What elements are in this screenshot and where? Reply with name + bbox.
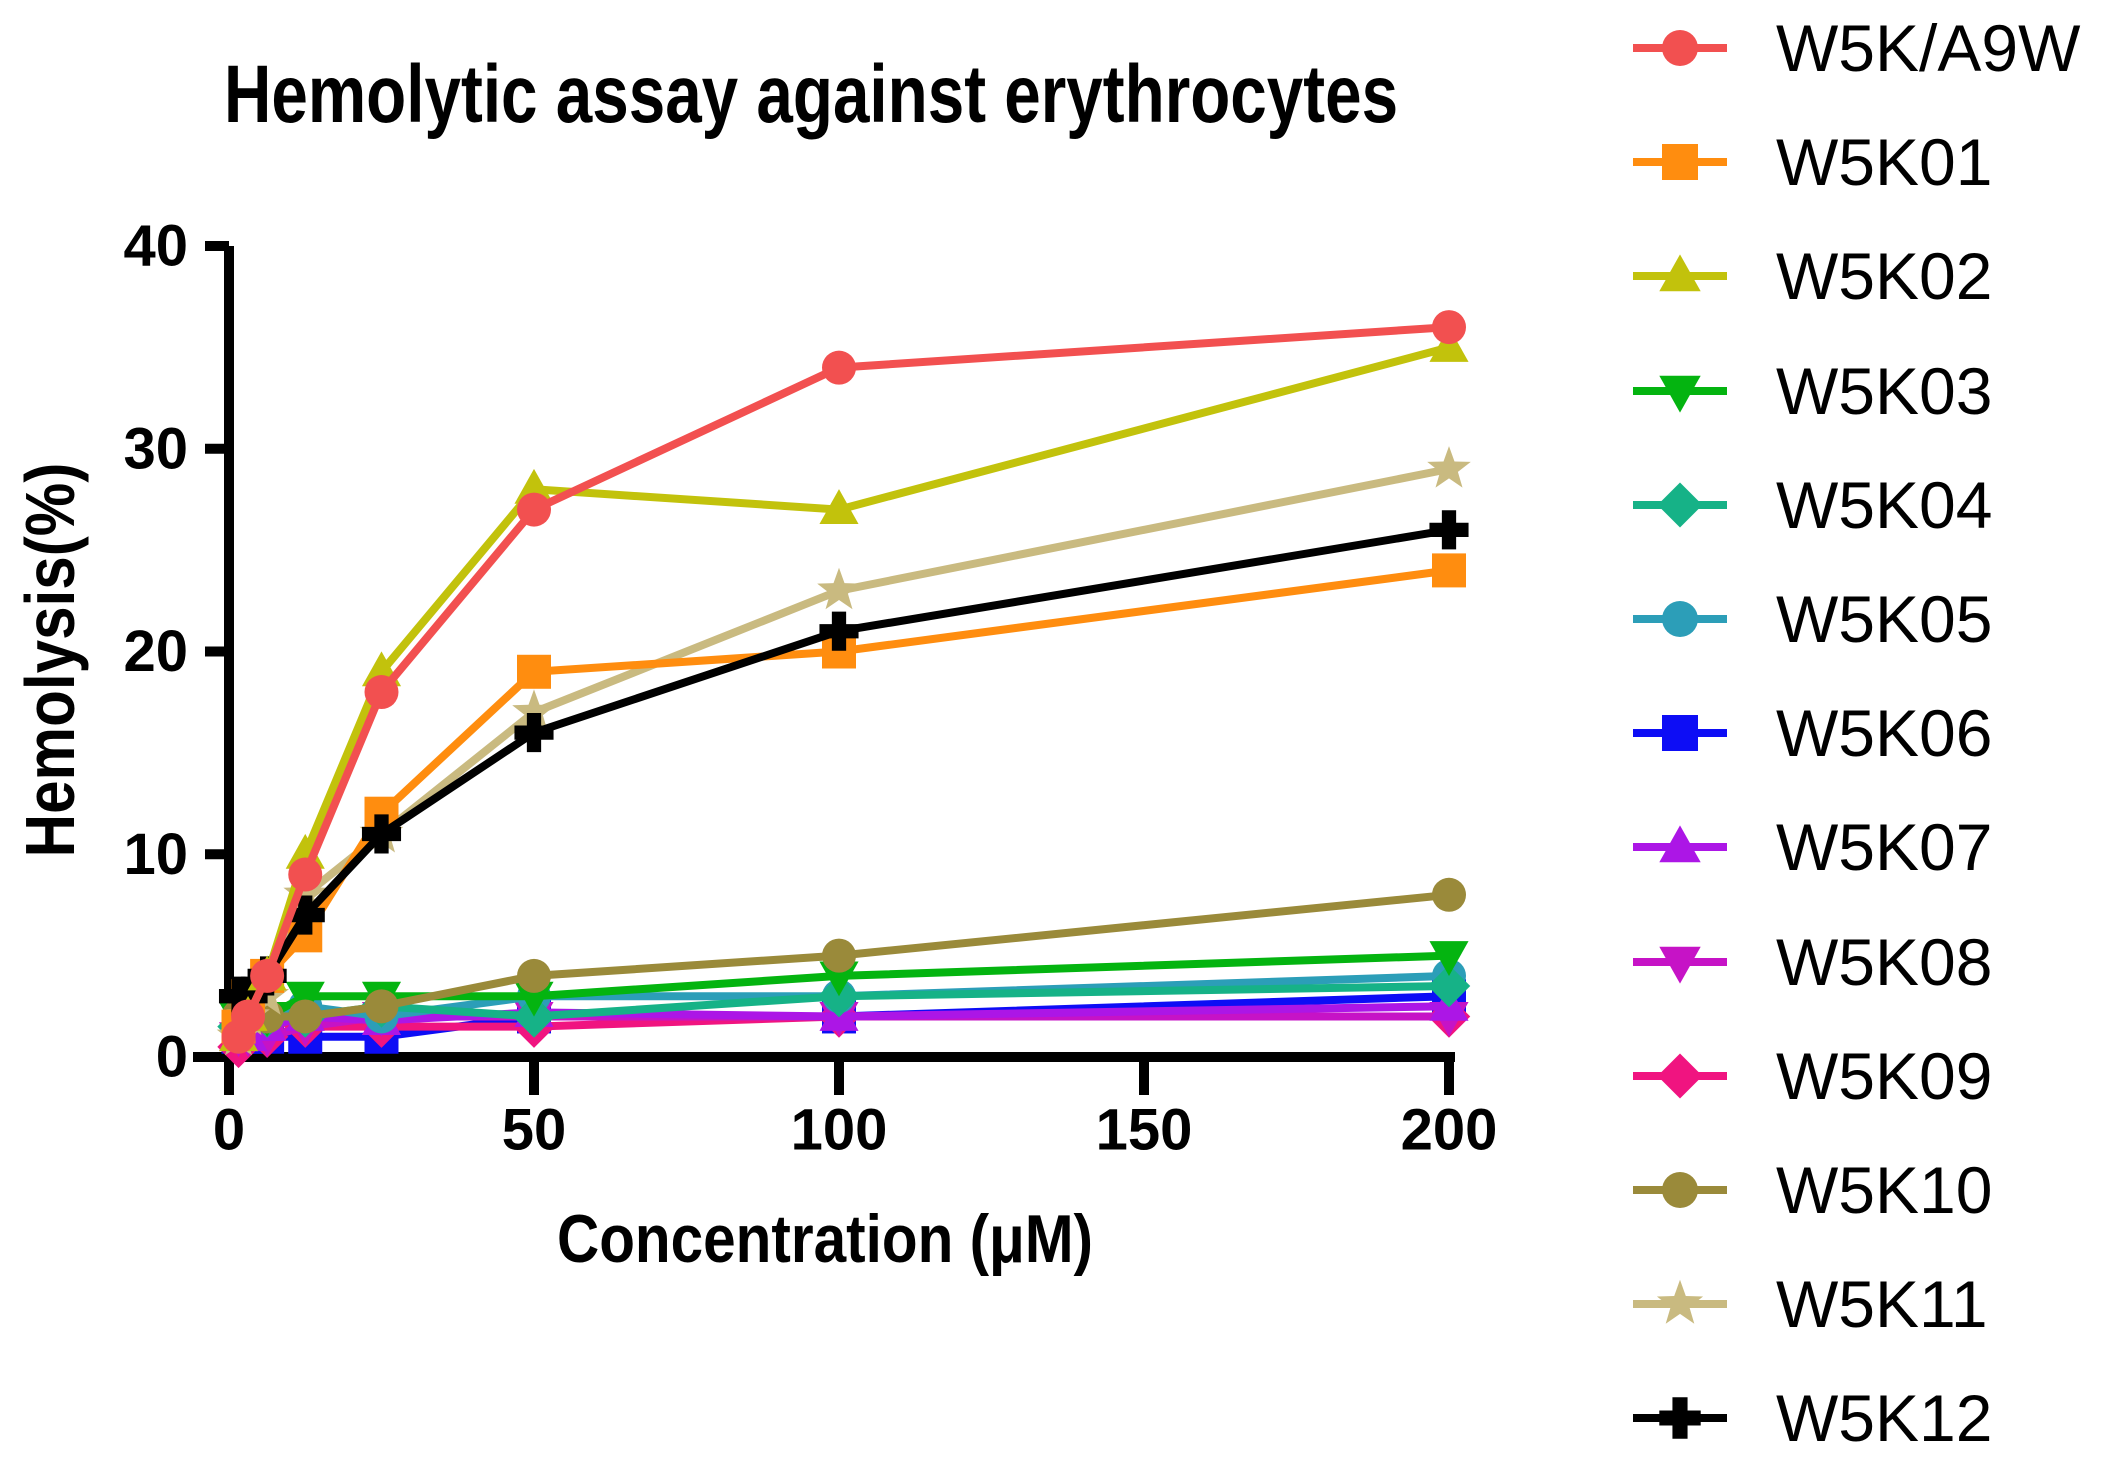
data-point-marker	[364, 989, 399, 1024]
series-line	[234, 323, 1450, 1039]
y-tick-label: 10	[123, 822, 188, 887]
data-point-marker	[822, 350, 856, 385]
data-point-marker	[514, 981, 554, 1017]
data-point-marker	[1427, 964, 1471, 1008]
data-point-marker	[1432, 877, 1466, 912]
data-point-marker	[512, 689, 556, 731]
data-point-marker	[250, 958, 285, 993]
data-point-marker	[517, 654, 551, 689]
data-point-marker	[288, 999, 323, 1034]
x-tick-label: 200	[1401, 1098, 1498, 1163]
data-point-marker	[819, 611, 859, 651]
x-tick-label: 0	[213, 1098, 245, 1163]
y-tick-label: 0	[156, 1025, 188, 1090]
y-tick-label: 20	[123, 619, 188, 684]
data-point-marker	[364, 675, 399, 710]
data-point-marker	[1429, 326, 1469, 362]
data-point-marker	[514, 468, 554, 504]
x-tick-label: 100	[791, 1098, 888, 1163]
y-tick-label: 40	[123, 214, 188, 279]
data-point-marker	[1432, 553, 1466, 588]
data-point-marker	[1427, 446, 1471, 488]
y-tick-label: 30	[123, 416, 188, 481]
data-point-marker	[1432, 310, 1466, 345]
data-point-marker	[288, 857, 323, 892]
data-point-marker	[517, 958, 551, 993]
data-point-marker	[822, 938, 856, 973]
data-point-marker	[361, 814, 402, 854]
series-line	[234, 343, 1451, 1039]
data-point-marker	[285, 981, 325, 1017]
data-point-marker	[817, 567, 861, 610]
data-point-marker	[231, 999, 266, 1034]
data-point-marker	[517, 492, 551, 527]
data-point-marker	[514, 713, 554, 753]
data-point-marker	[1429, 510, 1469, 550]
data-point-marker	[819, 961, 859, 997]
x-axis-title: Concentration (μM)	[556, 1201, 1094, 1277]
x-tick-label: 50	[502, 1098, 567, 1163]
data-point-marker	[285, 895, 325, 935]
series-W5K-A9W	[221, 310, 1466, 1054]
data-point-marker	[819, 489, 859, 525]
x-tick-label: 150	[1096, 1098, 1193, 1163]
tick-labels: 0 10 20 30 40 0 50 100 150 200	[123, 214, 1497, 1163]
data-point-marker	[283, 871, 328, 914]
data-point-marker	[1429, 941, 1469, 977]
axes	[193, 241, 1455, 1095]
